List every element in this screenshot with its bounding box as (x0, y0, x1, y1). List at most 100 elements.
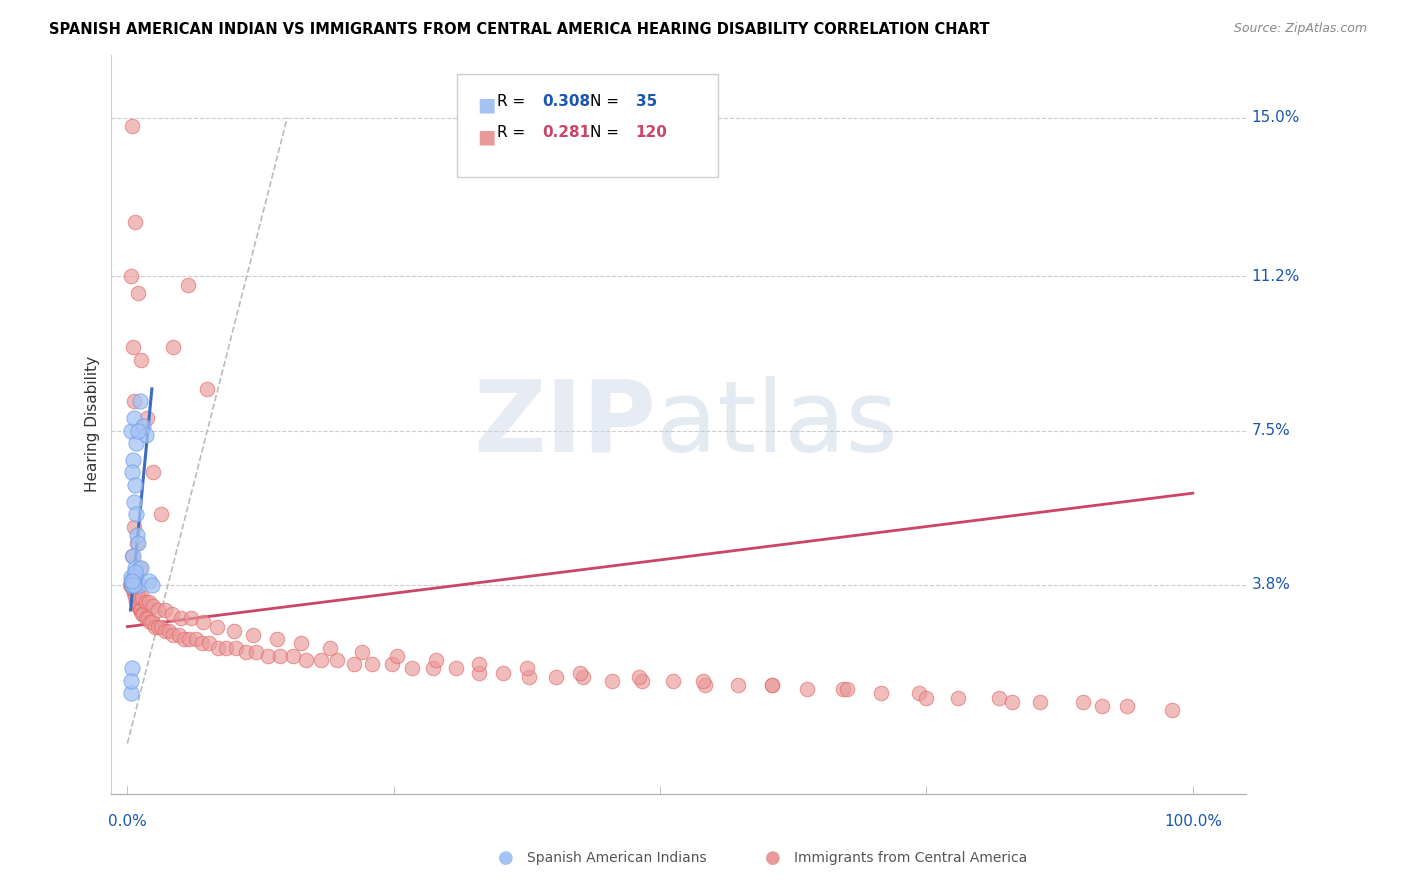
Text: N =: N = (591, 94, 624, 109)
Text: 0.308: 0.308 (543, 94, 591, 109)
Point (422, 661, 444, 675)
Point (662, 673, 685, 688)
Point (125, 594, 148, 608)
Point (153, 624, 176, 638)
Point (141, 578, 163, 592)
Point (257, 648, 280, 663)
Text: 0.0%: 0.0% (108, 814, 146, 830)
Point (120, 578, 142, 592)
Point (266, 632, 288, 647)
Point (148, 620, 170, 634)
Point (908, 686, 931, 700)
Point (425, 653, 447, 667)
Point (143, 620, 166, 634)
Point (572, 670, 595, 684)
Point (125, 569, 148, 583)
Point (600, 673, 623, 688)
Text: ●: ● (765, 849, 782, 867)
Point (492, 665, 515, 680)
Point (361, 657, 384, 672)
Point (281, 648, 304, 663)
Point (124, 591, 146, 605)
Point (131, 607, 153, 622)
Point (121, 578, 143, 592)
Point (125, 594, 148, 608)
Point (128, 599, 150, 613)
Point (401, 661, 423, 675)
Point (350, 645, 373, 659)
Point (198, 636, 221, 650)
Text: 11.2%: 11.2% (1251, 268, 1299, 284)
Y-axis label: Hearing Disability: Hearing Disability (86, 356, 100, 492)
Point (121, 549, 143, 563)
Point (131, 591, 153, 605)
Point (444, 661, 467, 675)
Point (153, 603, 176, 617)
Point (121, 578, 143, 592)
Point (129, 394, 152, 409)
Point (121, 574, 143, 588)
Point (139, 615, 162, 630)
Point (832, 682, 855, 697)
Point (162, 340, 184, 354)
Point (134, 611, 156, 625)
Point (727, 678, 749, 692)
Point (142, 465, 165, 479)
Point (157, 624, 180, 638)
Point (516, 661, 538, 675)
Point (122, 394, 145, 409)
Point (269, 648, 291, 663)
Point (195, 382, 218, 396)
Point (319, 640, 342, 655)
Text: ■: ■ (477, 95, 495, 115)
Point (121, 582, 143, 596)
Point (177, 277, 200, 292)
Point (1160, 703, 1182, 717)
FancyBboxPatch shape (457, 74, 718, 177)
Point (225, 640, 247, 655)
Point (125, 536, 148, 550)
Point (326, 653, 349, 667)
Point (127, 424, 149, 438)
Point (1071, 695, 1094, 709)
Point (138, 594, 160, 608)
Point (121, 578, 143, 592)
Text: N =: N = (591, 125, 624, 140)
Point (987, 690, 1010, 705)
Text: Spanish American Indians: Spanish American Indians (527, 851, 707, 865)
Point (948, 690, 970, 705)
Point (132, 419, 155, 434)
Text: ●: ● (498, 849, 515, 867)
Point (118, 578, 141, 592)
Point (124, 215, 146, 229)
Text: 3.8%: 3.8% (1251, 577, 1291, 592)
Point (138, 574, 160, 588)
Point (205, 620, 228, 634)
Point (311, 653, 333, 667)
Text: 35: 35 (636, 94, 657, 109)
Point (134, 594, 156, 608)
Point (125, 436, 148, 450)
Point (128, 591, 150, 605)
Text: Immigrants from Central America: Immigrants from Central America (794, 851, 1028, 865)
Point (121, 574, 143, 588)
Point (122, 578, 145, 592)
Text: Source: ZipAtlas.com: Source: ZipAtlas.com (1233, 22, 1367, 36)
Point (544, 670, 567, 684)
Point (120, 686, 142, 700)
Point (121, 119, 143, 133)
Point (121, 549, 143, 563)
Point (122, 586, 145, 600)
Point (631, 673, 654, 688)
Point (1029, 695, 1052, 709)
Point (122, 569, 145, 583)
Point (569, 665, 592, 680)
Point (835, 682, 858, 697)
Point (627, 670, 650, 684)
Point (129, 561, 152, 575)
Point (127, 285, 149, 300)
Point (915, 690, 938, 705)
Point (150, 620, 173, 634)
Point (127, 599, 149, 613)
Text: 120: 120 (636, 125, 668, 140)
